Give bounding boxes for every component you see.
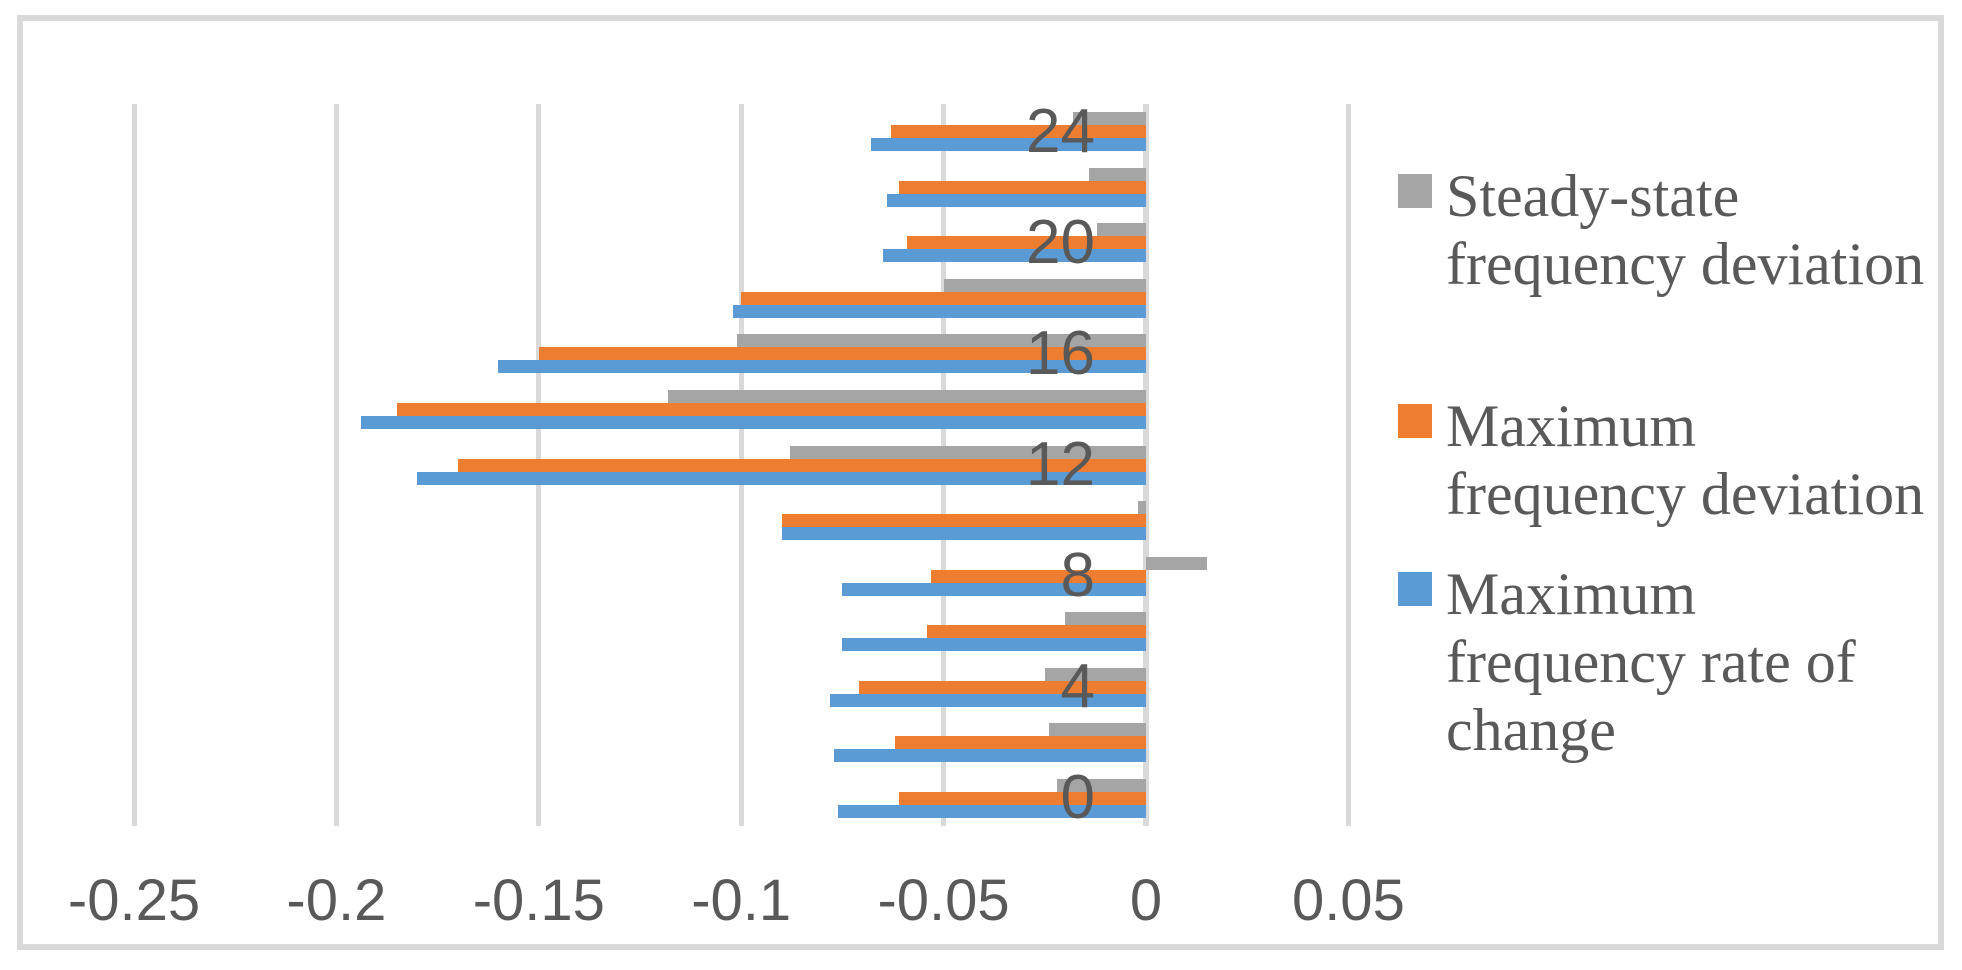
bar-16-series2: [498, 360, 1146, 374]
bar-22-series0: [1089, 167, 1146, 181]
legend-item-label: Maximum frequency deviation: [1446, 393, 1925, 527]
x-tick-label: 0: [1129, 868, 1163, 933]
bar-16-series1: [538, 347, 1146, 361]
bar-12-series0: [789, 445, 1146, 459]
bar-12-series1: [457, 458, 1146, 472]
x-tick-label: -0.05: [877, 868, 1010, 933]
gridline: [1345, 104, 1351, 826]
bar-6-series2: [842, 638, 1146, 652]
bar-20-series1: [907, 236, 1146, 250]
bar-18-series2: [733, 304, 1146, 318]
bar-0-series1: [899, 791, 1146, 805]
bar-2-series0: [1048, 723, 1146, 737]
bar-6-series0: [1065, 612, 1146, 626]
bar-24-series0: [1073, 112, 1146, 126]
bar-20-series2: [882, 249, 1146, 263]
x-tick-label: -0.15: [472, 868, 605, 933]
bar-8-series1: [931, 569, 1146, 583]
bar-16-series0: [737, 334, 1146, 348]
category-axis-label: 20: [1026, 207, 1095, 277]
category-axis-label: 12: [1026, 430, 1095, 499]
bar-10-series0: [1137, 501, 1146, 515]
category-axis-label: 4: [1060, 652, 1095, 722]
bar-2-series1: [895, 736, 1146, 750]
bar-24-series2: [870, 138, 1146, 152]
bar-0-series2: [838, 804, 1146, 818]
bar-2-series2: [834, 749, 1146, 763]
x-tick-label: 0.05: [1291, 868, 1405, 933]
bar-14-series1: [397, 402, 1146, 416]
legend-item: Maximum frequency deviation: [1398, 392, 1938, 528]
bar-14-series2: [360, 415, 1146, 429]
bar-18-series1: [741, 291, 1146, 305]
bar-10-series2: [781, 527, 1146, 541]
gridline: [333, 104, 339, 826]
x-tick-label: -0.25: [67, 868, 201, 933]
legend-item: Steady-state frequency deviation: [1398, 162, 1938, 298]
bar-24-series1: [890, 125, 1146, 139]
bar-10-series1: [781, 514, 1146, 528]
legend-swatch-series2: [1398, 572, 1432, 606]
bar-0-series0: [1056, 778, 1146, 792]
bar-4-series2: [830, 693, 1146, 707]
legend-swatch-series0: [1398, 174, 1432, 208]
legend-item-label: Steady-state frequency deviation: [1446, 163, 1925, 297]
bar-12-series2: [417, 471, 1146, 485]
bar-8-series2: [842, 582, 1146, 596]
bar-6-series1: [927, 625, 1146, 639]
bar-22-series1: [899, 180, 1146, 194]
bar-22-series2: [886, 193, 1146, 207]
category-axis-label: 8: [1060, 541, 1095, 611]
bar-4-series0: [1044, 667, 1146, 681]
bar-4-series1: [858, 680, 1146, 694]
category-axis-label: 16: [1026, 318, 1095, 388]
bar-14-series0: [668, 389, 1146, 403]
gridline: [131, 104, 137, 826]
zero-axis-line: [1143, 104, 1149, 826]
legend-swatch-series1: [1398, 404, 1432, 438]
bar-18-series0: [943, 278, 1146, 292]
category-axis-label: 0: [1060, 763, 1095, 833]
legend-item-label: Maximum frequency rate of change: [1446, 561, 1856, 763]
bar-20-series0: [1097, 223, 1146, 237]
category-axis-label: 24: [1026, 96, 1095, 166]
legend-item: Maximum frequency rate of change: [1398, 560, 1938, 764]
x-tick-label: -0.1: [691, 868, 792, 933]
chart-border: [17, 15, 1944, 950]
x-tick-label: -0.2: [286, 868, 387, 933]
bar-8-series0: [1146, 556, 1207, 570]
